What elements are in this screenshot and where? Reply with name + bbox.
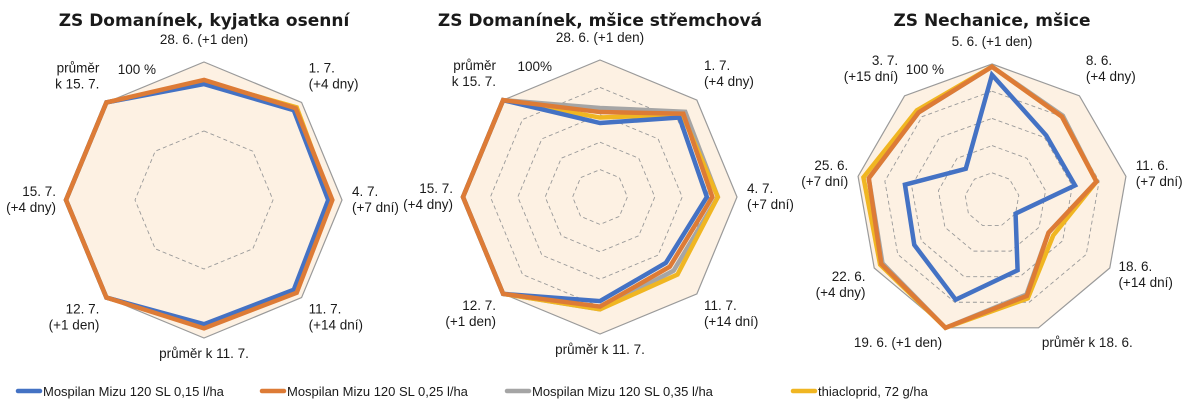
chart-title: ZS Domanínek, kyjatka osenní bbox=[59, 11, 351, 31]
axis-label: 11. 7. (+14 dní) bbox=[704, 298, 758, 329]
axis-label-line: 25. 6. bbox=[814, 158, 848, 173]
axis-label: průměr k 15. 7. bbox=[452, 58, 497, 89]
series-line bbox=[902, 70, 1079, 303]
legend: Mospilan Mizu 120 SL 0,15 l/ha Mospilan M… bbox=[15, 384, 929, 399]
axis-label-line: (+4 dny) bbox=[816, 285, 866, 300]
series-line bbox=[866, 64, 1100, 331]
max-value-label: 100 % bbox=[906, 62, 944, 77]
axis-label: 3. 7. (+15 dní) bbox=[844, 53, 898, 84]
series-line bbox=[460, 97, 715, 309]
axis-label-line: 8. 6. bbox=[1086, 53, 1112, 68]
series-line bbox=[63, 77, 335, 331]
chart-title: ZS Nechanice, mšice bbox=[893, 11, 1090, 31]
axis-label-line: k 15. 7. bbox=[452, 74, 496, 89]
axis-label-line: průměr bbox=[57, 61, 100, 76]
max-value-label: 100 % bbox=[118, 62, 156, 77]
axis-label: 15. 7. (+4 dny) bbox=[6, 184, 56, 215]
axis-label: 11. 6. (+7 dní) bbox=[1136, 158, 1183, 189]
axis-label-line: (+7 dní) bbox=[352, 200, 399, 215]
axis-label-line: 1. 7. bbox=[704, 58, 730, 73]
axis-label: 5. 6. (+1 den) bbox=[952, 34, 1033, 49]
axis-label-line: (+7 dní) bbox=[1136, 174, 1183, 189]
legend-label: Mospilan Mizu 120 SL 0,25 l/ha bbox=[287, 384, 469, 399]
axis-label: 28. 6. (+1 den) bbox=[556, 30, 644, 45]
legend-label: thiacloprid, 72 g/ha bbox=[818, 384, 929, 399]
axis-label-line: průměr k 18. 6. bbox=[1042, 335, 1133, 350]
legend-item: thiacloprid, 72 g/ha bbox=[790, 384, 929, 399]
axis-label: průměr k 15. 7. bbox=[55, 61, 100, 92]
legend-item: Mospilan Mizu 120 SL 0,15 l/ha bbox=[15, 384, 225, 399]
axis-label: 19. 6. (+1 den) bbox=[854, 335, 942, 350]
legend-item: Mospilan Mizu 120 SL 0,35 l/ha bbox=[504, 384, 714, 399]
axis-label-line: (+14 dní) bbox=[704, 314, 758, 329]
axis-label: 1. 7. (+4 dny) bbox=[309, 61, 359, 92]
axis-label-line: 1. 7. bbox=[309, 61, 335, 76]
axis-label-line: (+4 dny) bbox=[1086, 69, 1136, 84]
axis-label-line: 4. 7. bbox=[352, 184, 378, 199]
axis-label-line: (+14 dní) bbox=[1118, 275, 1172, 290]
axis-label-line: průměr k 11. 7. bbox=[555, 342, 645, 357]
axis-label-line: 3. 7. bbox=[872, 53, 898, 68]
legend-item: Mospilan Mizu 120 SL 0,25 l/ha bbox=[259, 384, 469, 399]
legend-label: Mospilan Mizu 120 SL 0,35 l/ha bbox=[532, 384, 714, 399]
max-value-label: 100% bbox=[517, 59, 552, 74]
axis-label: 4. 7. (+7 dní) bbox=[352, 184, 399, 215]
axis-label-line: průměr bbox=[453, 58, 496, 73]
axis-label-line: 19. 6. (+1 den) bbox=[854, 335, 942, 350]
axis-label-line: 11. 6. bbox=[1136, 158, 1169, 173]
axis-label-line: (+7 dní) bbox=[801, 174, 848, 189]
axis-label: 18. 6. (+14 dní) bbox=[1118, 259, 1172, 290]
axis-label-line: k 15. 7. bbox=[55, 77, 99, 92]
grid-ring bbox=[134, 130, 274, 270]
legend-label: Mospilan Mizu 120 SL 0,15 l/ha bbox=[43, 384, 225, 399]
axis-label: průměr k 11. 7. bbox=[555, 342, 645, 357]
axis-label-line: 5. 6. (+1 den) bbox=[952, 34, 1033, 49]
axis-label-line: (+4 dny) bbox=[6, 200, 56, 215]
axis-label: 8. 6. (+4 dny) bbox=[1086, 53, 1136, 84]
axis-label-line: (+1 den) bbox=[445, 314, 496, 329]
axis-label: 25. 6. (+7 dní) bbox=[801, 158, 848, 189]
axis-label-line: 4. 7. bbox=[747, 181, 773, 196]
axis-label-line: 28. 6. (+1 den) bbox=[556, 30, 644, 45]
axis-label-line: 12. 7. bbox=[462, 298, 496, 313]
axis-label-line: (+4 dny) bbox=[403, 197, 453, 212]
axis-label: 22. 6. (+4 dny) bbox=[816, 269, 866, 300]
chart-title: ZS Domanínek, mšice střemchová bbox=[438, 11, 762, 31]
axis-label-line: (+1 den) bbox=[49, 317, 100, 332]
axis-label: 28. 6. (+1 den) bbox=[160, 32, 248, 47]
axis-label-line: 15. 7. bbox=[419, 181, 453, 196]
axis-label-line: 11. 7. bbox=[309, 301, 342, 316]
axis-label-line: 18. 6. bbox=[1118, 259, 1152, 274]
axis-label-line: (+4 dny) bbox=[704, 74, 754, 89]
axis-label: průměr k 11. 7. bbox=[159, 346, 249, 361]
axis-label-line: (+4 dny) bbox=[309, 77, 359, 92]
axis-label: 12. 7. (+1 den) bbox=[49, 301, 100, 332]
axis-label-line: 11. 7. bbox=[704, 298, 737, 313]
axis-label: průměr k 18. 6. bbox=[1042, 335, 1133, 350]
axis-label: 15. 7. (+4 dny) bbox=[403, 181, 453, 212]
axis-label-line: průměr k 11. 7. bbox=[159, 346, 249, 361]
axis-label: 12. 7. (+1 den) bbox=[445, 298, 496, 329]
axis-label-line: (+7 dní) bbox=[747, 197, 794, 212]
axis-label-line: 15. 7. bbox=[22, 184, 56, 199]
axis-label-line: 28. 6. (+1 den) bbox=[160, 32, 248, 47]
axis-label-line: (+15 dní) bbox=[844, 69, 898, 84]
axis-label: 4. 7. (+7 dní) bbox=[747, 181, 794, 212]
axis-label: 11. 7. (+14 dní) bbox=[309, 301, 363, 332]
axis-label-line: 22. 6. bbox=[832, 269, 866, 284]
axis-label-line: 12. 7. bbox=[66, 301, 100, 316]
axis-label: 1. 7. (+4 dny) bbox=[704, 58, 754, 89]
axis-label-line: (+14 dní) bbox=[309, 317, 363, 332]
